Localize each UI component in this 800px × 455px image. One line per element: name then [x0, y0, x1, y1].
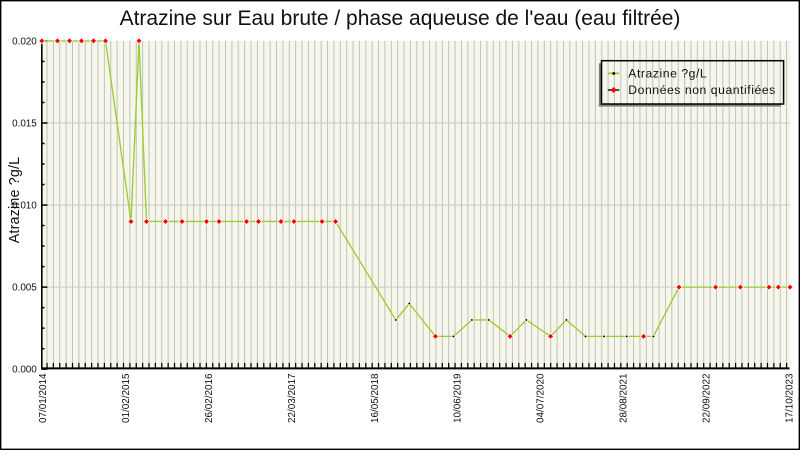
svg-text:07/01/2014: 07/01/2014 — [38, 373, 49, 423]
svg-text:Atrazine ?g/L: Atrazine ?g/L — [628, 67, 707, 81]
svg-text:22/09/2022: 22/09/2022 — [702, 374, 713, 423]
svg-text:0.015: 0.015 — [12, 118, 37, 129]
svg-text:0.010: 0.010 — [12, 200, 37, 211]
svg-text:17/10/2023: 17/10/2023 — [785, 373, 796, 423]
svg-text:16/05/2018: 16/05/2018 — [370, 373, 381, 423]
svg-text:Données non quantifiées: Données non quantifiées — [628, 83, 776, 97]
svg-text:28/08/2021: 28/08/2021 — [619, 373, 630, 423]
svg-text:0.020: 0.020 — [12, 36, 37, 47]
svg-text:0.000: 0.000 — [12, 365, 37, 376]
svg-text:26/02/2016: 26/02/2016 — [204, 373, 215, 423]
svg-text:Atrazine sur Eau brute / phase: Atrazine sur Eau brute / phase aqueuse d… — [120, 7, 681, 30]
svg-text:10/06/2019: 10/06/2019 — [453, 373, 464, 423]
svg-text:0.005: 0.005 — [12, 283, 37, 294]
svg-text:Atrazine ?g/L: Atrazine ?g/L — [7, 157, 23, 244]
svg-text:01/02/2015: 01/02/2015 — [121, 373, 132, 423]
svg-text:22/03/2017: 22/03/2017 — [287, 374, 298, 423]
svg-text:04/07/2020: 04/07/2020 — [536, 373, 547, 423]
